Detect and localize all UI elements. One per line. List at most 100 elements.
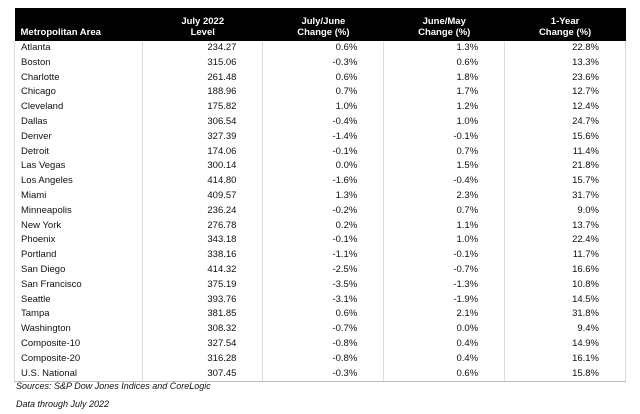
date-note: Data through July 2022 <box>16 399 110 409</box>
cell-value: 1.2% <box>383 100 506 115</box>
cell-value: -1.1% <box>262 248 385 263</box>
area-name: Washington <box>14 322 143 337</box>
table-row: Seattle 393.76 -3.1% -1.9% 14.5% <box>14 292 626 308</box>
cell-value: 11.4% <box>504 144 626 160</box>
cell-value: 0.7% <box>383 144 506 160</box>
table-row: Chicago 188.96 0.7% 1.7% 12.7% <box>14 85 626 101</box>
cell-value: 236.24 <box>141 203 264 219</box>
cell-value: 10.8% <box>504 277 626 293</box>
cell-value: 22.4% <box>504 233 626 249</box>
table-row: Atlanta 234.27 0.6% 1.3% 22.8% <box>14 41 626 56</box>
area-name: Detroit <box>14 144 143 160</box>
cell-value: 0.6% <box>262 307 385 323</box>
cell-value: 0.6% <box>262 41 385 56</box>
cell-value: -0.1% <box>383 248 506 263</box>
cell-value: 2.3% <box>383 188 506 204</box>
cell-value: -0.1% <box>383 129 506 145</box>
cell-value: 0.6% <box>383 366 506 383</box>
cell-value: -0.1% <box>262 144 385 160</box>
column-header: June/May Change (%) <box>383 8 505 41</box>
cell-value: -1.4% <box>262 129 385 145</box>
cell-value: 1.7% <box>383 85 506 101</box>
table-row: Phoenix 343.18 -0.1% 1.0% 22.4% <box>14 233 626 249</box>
table-row: Dallas 306.54 -0.4% 1.0% 24.7% <box>14 114 626 130</box>
cell-value: -1.6% <box>262 174 385 189</box>
cell-value: -0.2% <box>262 203 385 219</box>
area-name: Los Angeles <box>14 174 143 189</box>
cell-value: -3.5% <box>262 277 385 293</box>
table-row: San Diego 414.32 -2.5% -0.7% 16.6% <box>14 262 626 278</box>
cell-value: 0.4% <box>383 351 506 367</box>
cell-value: 0.6% <box>262 70 385 86</box>
table-row: Las Vegas 300.14 0.0% 1.5% 21.8% <box>14 159 626 175</box>
header-text: June/May <box>422 16 466 27</box>
cell-value: -0.8% <box>262 351 385 367</box>
cell-value: 31.8% <box>504 307 626 323</box>
cell-value: 0.7% <box>262 85 385 101</box>
column-header: 1-Year Change (%) <box>504 8 626 41</box>
cell-value: 12.4% <box>504 100 626 115</box>
cell-value: -1.9% <box>383 292 506 308</box>
area-name: Composite-10 <box>14 336 143 352</box>
cell-value: 188.96 <box>141 85 264 101</box>
cell-value: 409.57 <box>141 188 264 204</box>
area-name: San Francisco <box>14 277 143 293</box>
table-row: Charlotte 261.48 0.6% 1.8% 23.6% <box>14 70 626 86</box>
cell-value: -0.3% <box>262 55 385 71</box>
area-name: Seattle <box>14 292 143 308</box>
cell-value: 0.7% <box>383 203 506 219</box>
column-header: July 2022 Level <box>142 8 263 41</box>
table-row: Cleveland 175.82 1.0% 1.2% 12.4% <box>14 100 626 115</box>
cell-value: 1.0% <box>383 114 506 130</box>
cell-value: 327.54 <box>141 336 264 352</box>
area-name: Atlanta <box>14 41 143 56</box>
cell-value: 31.7% <box>504 188 626 204</box>
cell-value: 1.3% <box>383 41 506 56</box>
cell-value: 9.0% <box>504 203 626 219</box>
cell-value: 381.85 <box>141 307 264 323</box>
cell-value: 1.0% <box>262 100 385 115</box>
cell-value: 13.7% <box>504 218 626 234</box>
cell-value: 306.54 <box>141 114 264 130</box>
cell-value: 375.19 <box>141 277 264 293</box>
cell-value: 23.6% <box>504 70 626 86</box>
cell-value: 308.32 <box>141 322 264 337</box>
area-name: Tampa <box>14 307 143 323</box>
area-name: San Diego <box>14 262 143 278</box>
cell-value: 15.6% <box>504 129 626 145</box>
cell-value: -0.8% <box>262 336 385 352</box>
cell-value: 343.18 <box>141 233 264 249</box>
cell-value: 1.5% <box>383 159 506 175</box>
area-name: Phoenix <box>14 233 143 249</box>
source-note: Sources: S&P Dow Jones Indices and CoreL… <box>16 381 211 391</box>
header-text: 1-Year <box>550 16 580 27</box>
area-name: Miami <box>14 188 143 204</box>
cell-value: 307.45 <box>141 366 264 383</box>
table-row: Minneapolis 236.24 -0.2% 0.7% 9.0% <box>14 203 626 219</box>
area-name: Boston <box>14 55 143 71</box>
cell-value: 9.4% <box>504 322 626 337</box>
cell-value: 21.8% <box>504 159 626 175</box>
area-name: Chicago <box>14 85 143 101</box>
table-row: Detroit 174.06 -0.1% 0.7% 11.4% <box>14 144 626 160</box>
header-text: Change (%) <box>538 27 592 38</box>
cell-value: -2.5% <box>262 262 385 278</box>
cell-value: 276.78 <box>141 218 264 234</box>
cell-value: 414.80 <box>141 174 264 189</box>
table-row: Composite-20 316.28 -0.8% 0.4% 16.1% <box>14 351 626 367</box>
cell-value: 174.06 <box>141 144 264 160</box>
cell-value: 0.0% <box>262 159 385 175</box>
cell-value: 13.3% <box>504 55 626 71</box>
cell-value: 316.28 <box>141 351 264 367</box>
cell-value: 393.76 <box>141 292 264 308</box>
cell-value: 1.1% <box>383 218 506 234</box>
cell-value: 0.2% <box>262 218 385 234</box>
cell-value: 0.6% <box>383 55 506 71</box>
cell-value: 175.82 <box>141 100 264 115</box>
header-text: Metropolitan Area <box>20 27 101 38</box>
cell-value: 0.4% <box>383 336 506 352</box>
cell-value: -0.7% <box>262 322 385 337</box>
cell-value: 15.8% <box>504 366 626 383</box>
cell-value: 0.0% <box>383 322 506 337</box>
